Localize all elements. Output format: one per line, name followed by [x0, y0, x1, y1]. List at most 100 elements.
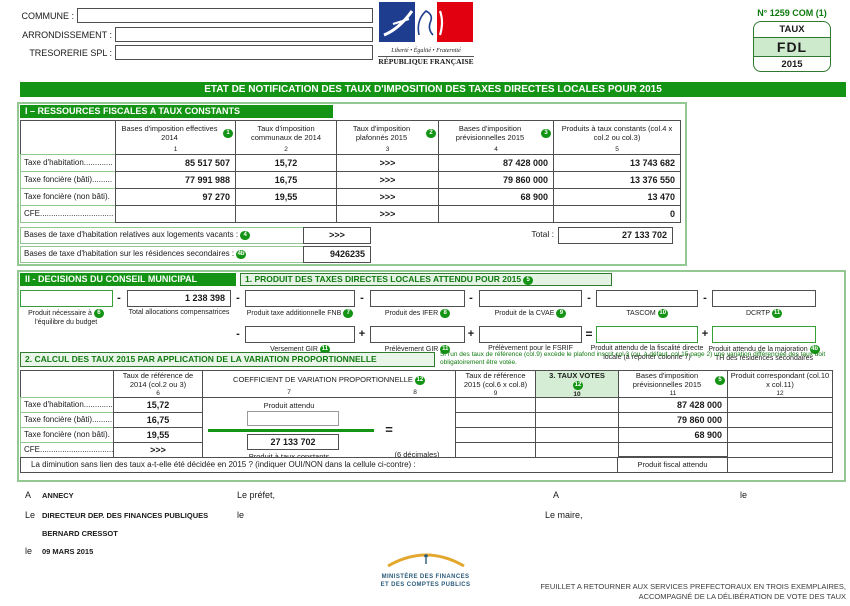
badge-5-icon: 5: [715, 376, 725, 386]
tresorerie-input[interactable]: [115, 45, 373, 60]
taxe-fnb-input[interactable]: [245, 290, 355, 307]
t1-row-label: Taxe foncière (bâti).........: [20, 171, 116, 189]
badge-6-icon: 6: [93, 309, 104, 318]
badge-9-icon: 9: [556, 309, 567, 318]
t2-r3-ref2015-cell[interactable]: [455, 427, 536, 443]
badge-4-icon: 4: [240, 231, 251, 240]
t2-row-label: Taxe d'habitation.............: [20, 397, 114, 413]
t2-col9-header: Taux de référence 2015 (col.6 x col.8) 9: [455, 370, 536, 398]
ifer-input[interactable]: [370, 290, 465, 307]
operator-plus: +: [467, 328, 475, 340]
t2-r2-produit-cell[interactable]: [727, 412, 833, 428]
operator-plus: +: [358, 328, 366, 340]
t1-r4-bases2014[interactable]: [115, 205, 236, 223]
fsrif-input[interactable]: [479, 326, 582, 343]
t1-r1-taux2014: 15,72: [235, 154, 337, 172]
t2-row-label: CFE.................................: [20, 442, 114, 458]
produit-attendu-label: Produit attendu: [263, 401, 315, 410]
badge-7-icon: 7: [343, 309, 354, 318]
majoration-th-label: Produit attendu de la majoration 4b TH de…: [708, 345, 820, 362]
footer-line2: ACCOMPAGNÉ DE LA DÉLIBÉRATION DE VOTE DE…: [638, 592, 846, 602]
t2-r4-produit-cell[interactable]: [727, 442, 833, 458]
t2-r4-ref2015-cell[interactable]: [455, 442, 536, 458]
produit-taux-constants-label: Produit à taux constants: [203, 452, 375, 461]
t2-row-label: Taxe foncière (non bâti).: [20, 427, 114, 443]
sig-le-right: le: [740, 490, 748, 500]
t2-r1-vote-cell[interactable]: [535, 397, 619, 413]
operator-plus: +: [701, 328, 709, 340]
residences-secondaires-value: 9426235: [303, 246, 371, 263]
section1-heading: I – RESSOURCES FISCALES A TAUX CONSTANTS: [20, 105, 333, 118]
taxe-fnb-label: Produit taxe additionnelle FNB 7: [238, 309, 362, 319]
t2-r4-bases-cell[interactable]: [618, 442, 728, 458]
ministry-arc-icon: [386, 553, 465, 568]
badge-12-icon: 12: [573, 380, 583, 390]
t2-r1-ref2015-cell[interactable]: [455, 397, 536, 413]
cvae-label: Produit de la CVAE 9: [474, 309, 587, 319]
badge-1-icon: 1: [223, 129, 233, 138]
badge-11-icon: 11: [440, 345, 451, 354]
t1-r3-bases2014: 97 270: [115, 188, 236, 206]
badge-8-icon: 8: [440, 309, 451, 318]
prelevement-gir-input[interactable]: [370, 326, 465, 343]
sig-director-title: DIRECTEUR DEP. DES FINANCES PUBLIQUES: [42, 511, 209, 520]
total-value: 27 133 702: [558, 227, 673, 244]
t2-r2-ref2015-cell[interactable]: [455, 412, 536, 428]
t2-r4-vote-cell[interactable]: [535, 442, 619, 458]
t1-r4-taux2014[interactable]: [235, 205, 337, 223]
taux-box-label: TAUX: [754, 22, 830, 38]
t1-r4-bases2015[interactable]: [438, 205, 554, 223]
logements-vacants-label: Bases de taxe d'habitation relatives aux…: [20, 227, 304, 244]
total-label: Total :: [531, 229, 554, 239]
operator-equals: =: [585, 327, 593, 341]
sig-a-right: A: [553, 490, 560, 500]
t2-r1-produit-cell[interactable]: [727, 397, 833, 413]
t2-r2-bases: 79 860 000: [618, 412, 728, 428]
sig-director-name: BERNARD CRESSOT: [42, 529, 118, 538]
operator-minus: -: [117, 292, 121, 304]
t2-r3-produit-cell[interactable]: [727, 427, 833, 443]
versement-gir-input[interactable]: [245, 326, 355, 343]
dcrtp-input[interactable]: [712, 290, 816, 307]
section2-container: [17, 270, 846, 482]
footer-note: FEUILLET A RETOURNER AUX SERVICES PREFEC…: [400, 582, 846, 602]
produit-attendu-input[interactable]: [247, 411, 339, 426]
produit-fiscal-attendu-cell[interactable]: [727, 457, 833, 473]
residences-secondaires-label: Bases de taxe d'habitation sur les résid…: [20, 246, 304, 263]
operator-minus: -: [236, 328, 240, 340]
t2-r2-vote-cell[interactable]: [535, 412, 619, 428]
logements-vacants-value: >>>: [303, 227, 371, 244]
produit-fiscalite-locale-label: Produit attendu de la fiscalité directe …: [590, 345, 704, 361]
calcul-note: Si l'un des taux de référence (col.9) ex…: [440, 351, 826, 367]
cvae-input[interactable]: [479, 290, 582, 307]
t1-col4-header: Bases d'imposition prévisionnelles 2015 3…: [438, 120, 554, 155]
coefficient-precision: (6 décimales): [394, 450, 440, 459]
ifer-label: Produit des IFER 8: [365, 309, 470, 319]
commune-input[interactable]: [77, 8, 373, 23]
badge-11-icon: 11: [319, 345, 330, 354]
motto-text: Liberté • Égalité • Fraternité: [391, 48, 461, 54]
arrondissement-input[interactable]: [115, 27, 373, 42]
t2-taux-votes-header: 3. TAUX VOTES 12 10: [535, 370, 619, 398]
produit-fiscalite-locale-input[interactable]: [596, 326, 698, 343]
badge-11-icon: 11: [771, 309, 782, 318]
t2-r3-vote-cell[interactable]: [535, 427, 619, 443]
sig-le-middle: le: [237, 510, 245, 520]
t2-coefficient-header: COEFFICIENT DE VARIATION PROPORTIONNELLE…: [202, 370, 456, 398]
french-flag-icon: [379, 2, 473, 42]
page-title: ETAT DE NOTIFICATION DES TAUX D'IMPOSITI…: [20, 82, 846, 97]
sig-date-label: le: [25, 546, 33, 556]
produit-equilibre-input[interactable]: [20, 290, 113, 307]
sig-maire: Le maire,: [545, 510, 583, 520]
t1-col2-header: Taux d'imposition communaux de 2014 2: [235, 120, 337, 155]
majoration-th-input[interactable]: [712, 326, 816, 343]
tascom-input[interactable]: [596, 290, 698, 307]
operator-minus: -: [469, 292, 473, 304]
t2-subnum-8: 8: [413, 389, 417, 396]
produit-fiscal-attendu-label: Produit fiscal attendu: [617, 457, 728, 473]
tascom-label: TASCOM 10: [626, 309, 668, 318]
t1-corner-cell: [20, 120, 116, 155]
form-number: N° 1259 COM (1): [757, 8, 827, 18]
